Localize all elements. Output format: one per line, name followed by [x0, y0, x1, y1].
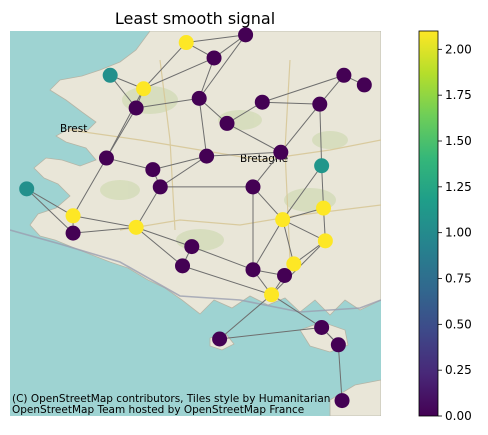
graph-edge: [136, 97, 200, 109]
graph-node-26: [317, 233, 333, 249]
graph-edge: [106, 157, 153, 171]
graph-edge: [198, 34, 246, 99]
map-attribution: (C) OpenStreetMap contributors, Tiles st…: [12, 393, 330, 416]
attribution-line-1: (C) OpenStreetMap contributors, Tiles st…: [12, 393, 330, 405]
graph-edge: [280, 103, 321, 153]
graph-edge: [198, 98, 208, 157]
graph-node-7: [219, 115, 235, 131]
graph-edge: [135, 226, 192, 248]
graph-node-32: [212, 331, 228, 347]
graph-node-14: [145, 162, 161, 178]
graph-node-23: [128, 219, 144, 235]
graph-edge: [72, 157, 107, 217]
graph-node-28: [245, 262, 261, 278]
graph-node-3: [102, 67, 118, 83]
attribution-line-2: OpenStreetMap Team hosted by OpenStreetM…: [12, 404, 304, 416]
graph-node-16: [314, 158, 330, 174]
map-label-brest: Brest: [60, 123, 87, 135]
graph-node-2: [206, 50, 222, 66]
graph-node-10: [356, 77, 372, 93]
graph-node-18: [152, 179, 168, 195]
graph-edge: [219, 294, 272, 340]
graph-node-12: [273, 144, 289, 160]
graph-edge: [191, 246, 254, 271]
graph-edge: [219, 326, 322, 340]
graph-edge: [72, 215, 137, 228]
graph-node-33: [314, 319, 330, 335]
graph-edge: [135, 226, 183, 267]
colorbar-tick-label: 1.75: [445, 88, 472, 102]
graph-edge: [143, 57, 215, 90]
colorbar-tick-label: 0.50: [445, 317, 472, 331]
graph-edge: [26, 188, 74, 234]
graph-node-9: [336, 67, 352, 83]
graph-edge: [337, 344, 343, 401]
graph-edge: [252, 219, 284, 270]
graph-node-4: [136, 81, 152, 97]
colorbar-ticks: 0.00 0.25 0.50 0.75 1.00 1.25 1.50 1.75 2.00: [438, 42, 472, 423]
graph-node-17: [19, 181, 35, 197]
graph-edge: [282, 219, 326, 242]
graph-node-6: [191, 90, 207, 106]
colorbar-tick-label: 1.50: [445, 134, 472, 148]
colorbar-tick-label: 0.25: [445, 363, 472, 377]
graph-node-29: [286, 256, 302, 272]
graph-node-8: [254, 94, 270, 110]
graph-node-19: [245, 179, 261, 195]
graph-edge: [282, 165, 323, 220]
graph-edge: [182, 265, 272, 296]
graph-node-25: [184, 239, 200, 255]
graph-node-15: [199, 148, 215, 164]
graph-node-24: [275, 212, 291, 228]
graph-edge: [26, 188, 74, 217]
basemap: Brest Bretagne: [10, 31, 381, 416]
graph-node-11: [312, 96, 328, 112]
graph-node-20: [65, 208, 81, 224]
graph-node-13: [98, 150, 114, 166]
colorbar-tick-label: 0.00: [445, 409, 472, 423]
graph-edge: [226, 122, 282, 153]
graph-edge: [206, 151, 281, 157]
graph-edge: [262, 74, 345, 103]
colorbar-tick-label: 0.75: [445, 272, 472, 286]
graph-node-35: [334, 393, 350, 409]
graph-node-0: [178, 35, 194, 51]
colorbar: 0.00 0.25 0.50 0.75 1.00 1.25 1.50 1.75 2.00: [418, 30, 472, 423]
graph-edge: [159, 155, 207, 188]
graph-edge: [186, 34, 246, 44]
graph-edge: [106, 88, 145, 159]
graph-edge: [282, 219, 295, 265]
colorbar-tick-label: 1.25: [445, 180, 472, 194]
colorbar-gradient: [418, 30, 439, 417]
colorbar-tick-label: 2.00: [445, 42, 472, 56]
graph-edge: [262, 101, 320, 105]
graph-edge: [271, 294, 322, 328]
chart-title: Least smooth signal: [115, 9, 275, 28]
graph-edge: [143, 42, 187, 90]
graph-node-5: [128, 100, 144, 116]
graph-nodes: [19, 27, 372, 409]
land-mass: [29, 31, 381, 316]
graph-node-30: [277, 267, 293, 283]
graph-edge: [152, 155, 207, 171]
graph-node-1: [238, 27, 254, 43]
graph-edge: [135, 186, 161, 228]
graph-node-21: [315, 200, 331, 216]
graph-node-31: [264, 287, 280, 303]
graph-edge: [319, 104, 323, 166]
boundary-line: [10, 229, 381, 313]
colorbar-tick-label: 1.00: [445, 226, 472, 240]
graph-node-22: [65, 225, 81, 241]
graph-node-27: [175, 258, 191, 274]
graph-node-34: [330, 337, 346, 353]
graph-edge: [73, 226, 137, 234]
